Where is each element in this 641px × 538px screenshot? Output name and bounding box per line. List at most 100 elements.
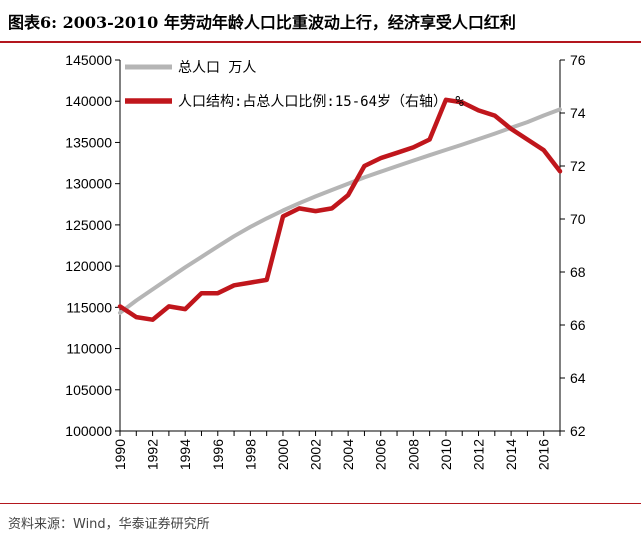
working-age-ratio-point [346,193,350,197]
total-population-point [118,311,122,315]
x-tick-label: 1994 [177,439,193,470]
x-tick-label: 1996 [210,439,226,470]
working-age-ratio-point [167,305,171,308]
left-tick-label: 105000 [65,382,112,398]
left-tick-label: 115000 [66,299,112,315]
total-population-point [542,114,545,117]
footer-rule [0,503,641,504]
total-population-point [167,277,171,280]
series-group [117,97,563,322]
total-population-point [330,188,334,192]
total-population-point [428,154,431,157]
working-age-ratio-point [183,307,187,311]
x-tick-label: 2004 [340,439,356,470]
total-population-point [363,176,366,179]
working-age-ratio-point [542,148,545,152]
working-age-ratio-point [412,146,415,149]
working-age-ratio-point [232,284,236,287]
x-tick-label: 2002 [308,439,324,470]
total-population-point [232,235,236,238]
working-age-ratio-point [428,138,431,141]
working-age-ratio-point [118,305,122,308]
right-tick-label: 64 [570,370,586,386]
working-age-ratio-point [363,164,366,168]
left-tick-label: 140000 [65,93,112,109]
total-population-point [346,182,350,185]
right-tick-label: 72 [570,158,586,174]
x-tick-label: 1992 [145,439,161,470]
working-age-ratio-point [509,127,513,131]
left-tick-label: 125000 [65,217,112,233]
total-population-line [118,107,562,315]
x-tick-label: 2006 [373,439,389,470]
working-age-ratio-point [265,278,268,282]
right-tick-label: 76 [570,52,586,68]
working-age-ratio-point [395,151,399,154]
left-axis: 100000 105000 110000 115000 120000 125000 1300… [65,52,121,439]
working-age-ratio-line [117,97,563,322]
right-tick-label: 62 [570,423,586,439]
total-population-point [395,164,399,168]
total-population-point [526,120,529,124]
working-age-ratio-point [216,292,219,295]
legend-label-ratio: 人口结构:占总人口比例:15-64岁（右轴） % [178,94,464,110]
working-age-ratio-point [558,170,562,173]
left-tick-label: 100000 [65,423,112,439]
working-age-ratio-point [444,98,448,101]
title-rule [0,41,641,43]
left-tick-label: 120000 [65,258,112,274]
x-tick-label: 1998 [242,439,258,470]
total-population-point [249,225,252,229]
x-tick-label: 2010 [438,439,454,470]
source-note: 资料来源：Wind，华泰证券研究所 [8,517,210,532]
total-population-point [183,266,187,269]
working-age-ratio-point [526,138,529,141]
working-age-ratio-point [477,109,480,112]
working-age-ratio-point [330,207,334,210]
x-axis: 1990 1992 1994 1996 1998 2000 2002 2004 2006 2008… [112,430,561,470]
total-population-point [216,245,219,248]
working-age-ratio-point [379,156,382,160]
total-population-point [461,143,464,146]
right-axis: 62 64 66 68 70 72 74 76 [559,52,586,439]
left-tick-label: 145000 [65,52,112,68]
total-population-point [135,299,138,302]
working-age-ratio-point [135,315,138,319]
working-age-ratio-point [151,318,154,321]
working-age-ratio-point [493,114,497,117]
working-age-ratio-point [281,215,285,218]
left-tick-label: 110000 [66,341,112,357]
legend-label-total: 总人口 万人 [178,60,256,76]
x-tick-label: 2012 [471,439,487,470]
total-population-point [298,202,301,205]
total-population-point [444,148,448,152]
total-population-point [493,132,497,135]
total-population-point [281,209,285,212]
total-population-point [200,255,203,259]
left-tick-label: 135000 [65,134,112,150]
total-population-point [265,217,268,220]
working-age-ratio-point [461,101,464,104]
total-population-point [477,137,480,141]
x-tick-label: 1990 [112,439,128,470]
x-tick-label: 2014 [503,439,519,470]
right-tick-label: 66 [570,317,586,333]
working-age-ratio-point [298,207,301,210]
title-bar: 图表6: 2003-2010 年劳动年龄人口比重波动上行，经济享受人口红利 [0,0,641,42]
x-tick-label: 2008 [405,439,421,470]
total-population-point [314,195,317,198]
right-tick-label: 70 [570,211,586,227]
working-age-ratio-point [249,281,252,284]
right-tick-label: 74 [570,105,586,121]
dual-axis-line-chart: 100000 105000 110000 115000 120000 125000 1300… [65,52,586,470]
x-tick-label: 2016 [536,439,552,470]
chart-title: 图表6: 2003-2010 年劳动年龄人口比重波动上行，经济享受人口红利 [8,13,516,32]
right-tick-label: 68 [570,264,586,280]
working-age-ratio-point [314,209,317,213]
left-tick-label: 130000 [65,176,112,192]
total-population-point [558,108,562,111]
total-population-point [379,170,382,173]
x-tick-label: 2000 [275,439,291,470]
working-age-ratio-point [200,292,203,295]
